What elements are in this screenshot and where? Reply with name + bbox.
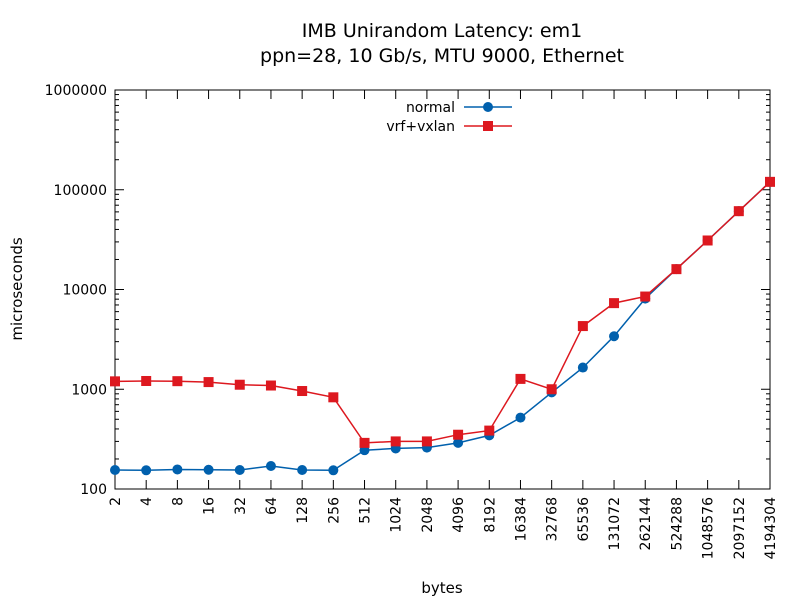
x-tick-label: 64 <box>264 497 280 515</box>
data-point <box>577 321 588 332</box>
y-tick-label: 100000 <box>54 183 107 199</box>
data-point <box>172 376 183 387</box>
y-tick-label: 100 <box>80 482 107 498</box>
x-tick-label: 131072 <box>607 497 623 550</box>
series-line <box>114 181 771 472</box>
data-point <box>234 379 245 390</box>
y-axis-label: microseconds <box>8 237 26 341</box>
data-point <box>484 425 495 436</box>
data-point <box>390 436 401 447</box>
x-tick-label: 2 <box>108 497 124 506</box>
data-point <box>110 465 120 476</box>
data-point <box>577 362 588 373</box>
data-point <box>172 464 183 475</box>
chart-subtitle: ppn=28, 10 Gb/s, MTU 9000, Ethernet <box>260 45 624 67</box>
series-line <box>114 181 771 444</box>
y-tick-label: 1000000 <box>45 83 107 99</box>
x-tick-label: 1048576 <box>701 497 717 559</box>
axes: 100 1000 10000 100000 1000000 2 4 8 16 32 64 128 256… <box>45 83 779 559</box>
series-vrf+vxlan <box>110 176 775 448</box>
data-point <box>421 436 432 447</box>
data-point <box>453 429 464 440</box>
data-point <box>733 206 744 217</box>
x-tick-label: 256 <box>326 497 342 524</box>
data-point <box>765 176 775 187</box>
data-point <box>297 386 308 397</box>
data-point <box>515 373 526 384</box>
data-point <box>546 384 557 395</box>
x-tick-label: 8192 <box>482 497 498 533</box>
x-tick-label: 2048 <box>420 497 436 533</box>
chart-title: IMB Unirandom Latency: em1 <box>302 20 582 42</box>
legend-marker <box>483 102 493 112</box>
x-tick-label: 32768 <box>545 497 561 542</box>
x-axis-label: bytes <box>421 579 463 597</box>
data-point <box>265 380 276 391</box>
x-tick-label: 8 <box>170 497 186 506</box>
legend-marker <box>483 121 493 131</box>
data-point <box>640 291 651 302</box>
legend-label: normal <box>406 100 455 116</box>
legend: normal vrf+vxlan <box>386 100 512 135</box>
data-point <box>234 465 245 476</box>
data-point <box>453 437 464 448</box>
x-tick-label: 32 <box>233 497 249 515</box>
data-point <box>297 465 308 476</box>
plot-frame <box>114 89 771 490</box>
series-layer <box>110 176 775 476</box>
y-tick-label: 10000 <box>62 283 107 299</box>
x-tick-label: 524288 <box>669 497 685 550</box>
x-tick-label: 1024 <box>389 497 405 533</box>
data-point <box>359 437 370 448</box>
y-tick-label: 1000 <box>71 382 107 398</box>
data-point <box>141 465 152 476</box>
x-tick-label: 4194304 <box>763 497 779 559</box>
data-point <box>702 235 713 246</box>
data-point <box>203 464 214 475</box>
x-tick-label: 512 <box>358 497 374 524</box>
data-point <box>110 376 120 387</box>
data-point <box>141 375 152 386</box>
x-tick-label: 128 <box>295 497 311 524</box>
data-point <box>609 331 620 342</box>
legend-label: vrf+vxlan <box>386 119 455 135</box>
x-tick-label: 2097152 <box>732 497 748 559</box>
data-point <box>328 465 339 476</box>
x-tick-label: 4 <box>139 497 155 506</box>
series-normal <box>110 176 775 476</box>
data-point <box>515 412 526 423</box>
data-point <box>328 392 339 403</box>
x-tick-label: 16384 <box>513 497 529 542</box>
data-point <box>265 461 276 472</box>
data-point <box>609 298 620 309</box>
data-point <box>203 377 214 388</box>
data-point <box>671 264 682 275</box>
x-tick-label: 4096 <box>451 497 467 533</box>
x-tick-label: 65536 <box>576 497 592 542</box>
x-tick-label: 262144 <box>638 497 654 551</box>
x-tick-label: 16 <box>202 497 218 515</box>
